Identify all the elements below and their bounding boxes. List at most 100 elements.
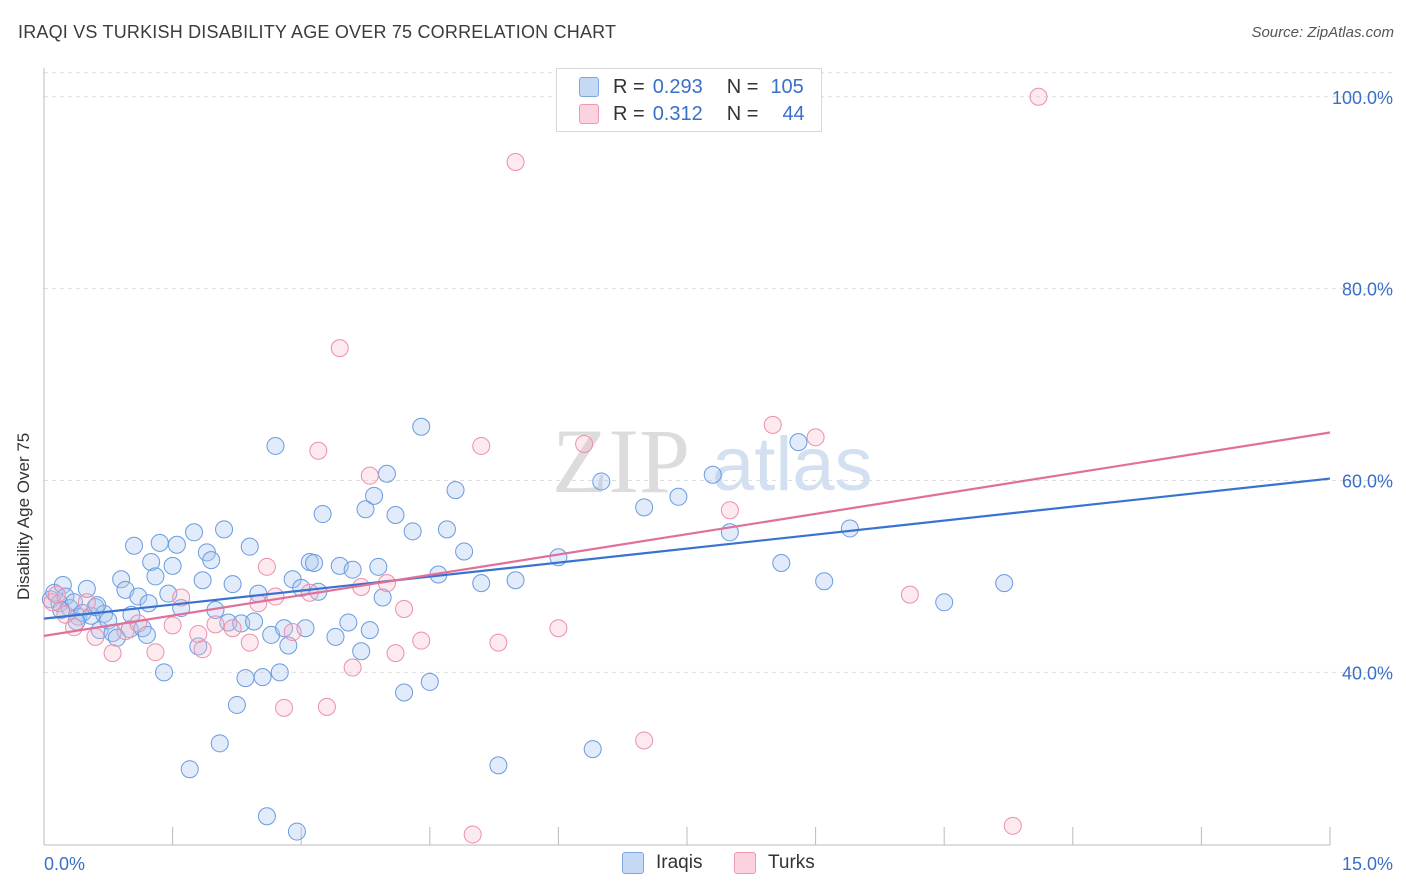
legend-r-label: R = — [613, 75, 645, 98]
legend-item-iraqis[interactable]: Iraqis — [622, 852, 702, 874]
data-point-iraqis — [266, 436, 285, 455]
legend-row-turks: R = 0.312 N = 44 — [579, 101, 805, 127]
chart-title: IRAQI VS TURKISH DISABILITY AGE OVER 75 … — [18, 22, 617, 42]
data-point-iraqis — [326, 627, 345, 646]
data-point-iraqis — [373, 588, 392, 607]
data-point-iraqis — [669, 487, 688, 506]
legend-swatch-iraqis — [622, 852, 644, 874]
data-point-turks — [283, 623, 302, 642]
legend-r-value: 0.312 — [652, 102, 703, 125]
x-tick-label: 0.0% — [44, 854, 85, 874]
data-point-turks — [1003, 816, 1022, 835]
y-tick-label: 60.0% — [1342, 471, 1393, 491]
data-point-iraqis — [583, 740, 602, 759]
data-point-iraqis — [386, 506, 405, 525]
data-point-turks — [240, 633, 259, 652]
data-point-iraqis — [142, 553, 161, 572]
legend-n-label: N = — [726, 75, 759, 98]
data-point-turks — [103, 644, 122, 663]
data-point-iraqis — [412, 417, 431, 436]
data-point-turks — [343, 658, 362, 677]
data-point-iraqis — [772, 553, 791, 572]
series-legend: Iraqis Turks — [0, 852, 1406, 878]
data-point-iraqis — [155, 663, 174, 682]
data-point-iraqis — [305, 553, 324, 572]
tick-labels: 40.0% 60.0% 80.0% 100.0% 0.0% 15.0% — [44, 88, 1393, 874]
data-point-iraqis — [815, 572, 834, 591]
x-tick-label: 15.0% — [1342, 854, 1393, 874]
data-point-iraqis — [395, 683, 414, 702]
data-point-iraqis — [995, 574, 1014, 593]
data-point-turks — [47, 585, 66, 604]
data-point-iraqis — [352, 642, 371, 661]
data-point-turks — [1029, 87, 1048, 106]
data-point-iraqis — [275, 619, 294, 638]
y-tick-label: 40.0% — [1342, 663, 1393, 683]
legend-swatch-iraqis — [579, 77, 599, 97]
trend-line-iraqis — [43, 477, 1331, 620]
data-point-turks — [309, 441, 328, 460]
trend-lines — [43, 431, 1331, 637]
watermark-atlas: atlas — [712, 422, 873, 507]
legend-n-value: 44 — [782, 102, 805, 125]
y-tick-label: 100.0% — [1332, 88, 1393, 108]
axes — [43, 68, 1331, 846]
legend-label-turks: Turks — [768, 852, 815, 873]
data-point-turks — [77, 593, 96, 612]
data-point-turks — [386, 644, 405, 663]
data-point-turks — [412, 631, 431, 650]
data-point-iraqis — [437, 520, 456, 539]
data-point-iraqis — [163, 556, 182, 575]
data-point-turks — [330, 339, 349, 358]
grid-lines — [44, 72, 1394, 673]
data-point-iraqis — [150, 533, 169, 552]
data-point-turks — [163, 616, 182, 635]
data-point-iraqis — [202, 551, 221, 570]
data-point-turks — [720, 501, 739, 520]
data-point-turks — [395, 600, 414, 619]
data-point-turks — [763, 415, 782, 434]
data-point-turks — [635, 731, 654, 750]
data-point-iraqis — [167, 535, 186, 554]
data-point-turks — [317, 697, 336, 716]
data-point-iraqis — [592, 472, 611, 491]
data-point-iraqis — [125, 536, 144, 555]
legend-label-iraqis: Iraqis — [656, 852, 703, 873]
data-point-turks — [129, 614, 148, 633]
data-point-turks — [900, 585, 919, 604]
data-point-iraqis — [227, 695, 246, 714]
data-point-iraqis — [789, 433, 808, 452]
data-point-iraqis — [236, 669, 255, 688]
data-point-turks — [806, 428, 825, 447]
data-points — [41, 87, 1048, 844]
data-point-iraqis — [112, 570, 131, 589]
data-point-turks — [86, 627, 105, 646]
data-point-iraqis — [339, 613, 358, 632]
data-point-iraqis — [703, 465, 722, 484]
data-point-turks — [193, 640, 212, 659]
legend-row-iraqis: R = 0.293 N = 105 — [579, 74, 804, 100]
data-point-iraqis — [377, 464, 396, 483]
data-point-iraqis — [506, 571, 525, 590]
data-point-iraqis — [77, 579, 96, 598]
data-point-iraqis — [257, 807, 276, 826]
data-point-iraqis — [223, 575, 242, 594]
watermark: ZIP atlas — [552, 410, 873, 512]
data-point-turks — [223, 619, 242, 638]
data-point-iraqis — [935, 593, 954, 612]
data-point-iraqis — [180, 760, 199, 779]
data-point-turks — [463, 825, 482, 844]
data-point-turks — [575, 435, 594, 454]
legend-r-label: R = — [613, 102, 645, 125]
watermark-zip: ZIP — [552, 410, 690, 512]
data-point-iraqis — [53, 576, 72, 595]
data-point-iraqis — [403, 522, 422, 541]
data-point-turks — [549, 619, 568, 638]
data-point-iraqis — [129, 587, 148, 606]
data-point-iraqis — [472, 574, 491, 593]
data-point-iraqis — [210, 734, 229, 753]
legend-swatch-turks — [579, 104, 599, 124]
legend-item-turks[interactable]: Turks — [734, 852, 815, 874]
data-point-iraqis — [446, 481, 465, 500]
